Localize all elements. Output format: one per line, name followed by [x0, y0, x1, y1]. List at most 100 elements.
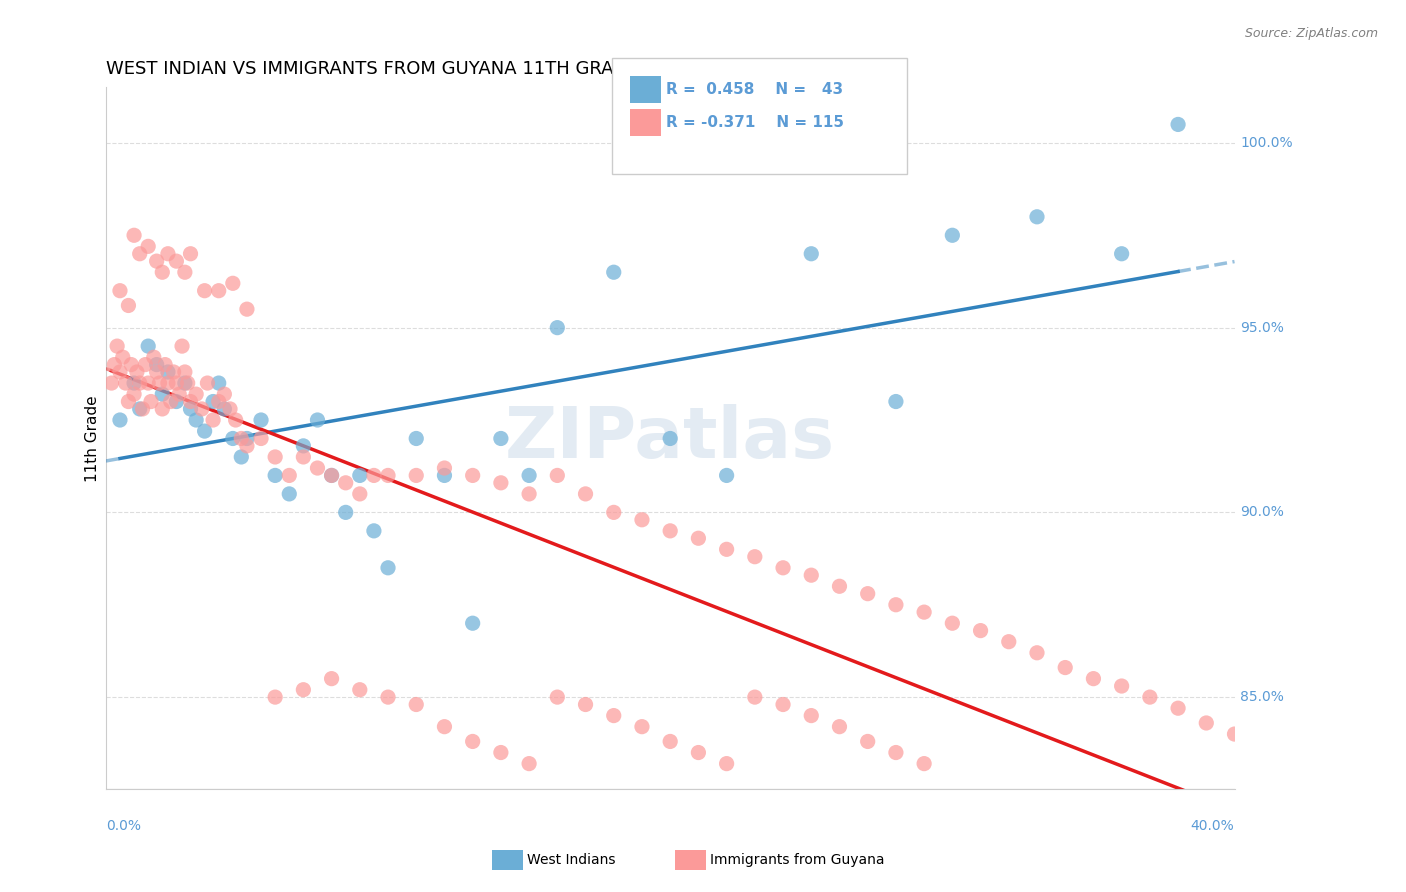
Point — [349, 682, 371, 697]
Point — [117, 298, 139, 312]
Point — [162, 365, 184, 379]
Point — [603, 505, 626, 519]
Point — [108, 365, 131, 379]
Point — [128, 401, 150, 416]
Point — [349, 487, 371, 501]
Point — [250, 413, 273, 427]
Point — [142, 350, 165, 364]
Point — [194, 424, 217, 438]
Point — [208, 376, 231, 390]
Point — [321, 468, 343, 483]
Text: WEST INDIAN VS IMMIGRANTS FROM GUYANA 11TH GRADE CORRELATION CHART: WEST INDIAN VS IMMIGRANTS FROM GUYANA 11… — [105, 60, 839, 78]
Point — [1111, 246, 1133, 260]
Text: 40.0%: 40.0% — [1191, 819, 1234, 833]
Point — [489, 746, 512, 760]
Point — [186, 387, 208, 401]
Point — [202, 394, 225, 409]
Point — [214, 387, 236, 401]
Y-axis label: 11th Grade: 11th Grade — [86, 395, 100, 482]
Text: 95.0%: 95.0% — [1240, 320, 1284, 334]
Point — [179, 401, 201, 416]
Point — [108, 413, 131, 427]
Point — [128, 246, 150, 260]
Point — [136, 376, 159, 390]
Point — [603, 708, 626, 723]
Point — [349, 468, 371, 483]
Point — [603, 265, 626, 279]
Point — [264, 450, 287, 464]
Point — [197, 376, 219, 390]
Point — [150, 387, 173, 401]
Point — [278, 487, 301, 501]
Point — [744, 690, 766, 705]
Point — [222, 432, 245, 446]
Text: West Indians: West Indians — [527, 853, 616, 867]
Point — [800, 708, 823, 723]
Point — [433, 468, 456, 483]
Point — [884, 598, 907, 612]
Point — [517, 487, 540, 501]
Point — [231, 432, 253, 446]
Point — [114, 376, 136, 390]
Point — [884, 746, 907, 760]
Point — [546, 320, 568, 334]
Point — [292, 450, 315, 464]
Point — [800, 568, 823, 582]
Point — [156, 246, 179, 260]
Point — [139, 394, 162, 409]
Point — [111, 350, 134, 364]
Point — [377, 468, 399, 483]
Point — [912, 756, 935, 771]
Point — [574, 698, 596, 712]
Point — [574, 487, 596, 501]
Point — [179, 246, 201, 260]
Point — [108, 284, 131, 298]
Point — [1167, 118, 1189, 132]
Point — [517, 468, 540, 483]
Point — [125, 365, 148, 379]
Point — [120, 358, 142, 372]
Point — [136, 339, 159, 353]
Text: 100.0%: 100.0% — [1240, 136, 1292, 150]
Point — [156, 376, 179, 390]
Text: 90.0%: 90.0% — [1240, 506, 1284, 519]
Point — [131, 401, 153, 416]
Point — [236, 439, 259, 453]
Point — [828, 579, 851, 593]
Point — [103, 358, 125, 372]
Point — [828, 720, 851, 734]
Point — [716, 542, 738, 557]
Point — [377, 690, 399, 705]
Point — [264, 468, 287, 483]
Point — [128, 376, 150, 390]
Point — [122, 376, 145, 390]
Point — [179, 394, 201, 409]
Point — [173, 365, 195, 379]
Point — [856, 587, 879, 601]
Point — [1026, 646, 1049, 660]
Point — [100, 376, 122, 390]
Point — [461, 616, 484, 631]
Point — [377, 561, 399, 575]
Point — [159, 394, 181, 409]
Point — [631, 513, 654, 527]
Point — [321, 468, 343, 483]
Point — [278, 468, 301, 483]
Point — [363, 524, 385, 538]
Point — [307, 413, 329, 427]
Point — [145, 254, 167, 268]
Text: Source: ZipAtlas.com: Source: ZipAtlas.com — [1244, 27, 1378, 40]
Point — [165, 254, 187, 268]
Point — [145, 358, 167, 372]
Point — [165, 376, 187, 390]
Point — [405, 468, 427, 483]
Point — [1139, 690, 1161, 705]
Point — [517, 756, 540, 771]
Point — [659, 432, 682, 446]
Point — [546, 468, 568, 483]
Point — [170, 339, 193, 353]
Point — [489, 475, 512, 490]
Point — [156, 365, 179, 379]
Text: 85.0%: 85.0% — [1240, 690, 1284, 704]
Point — [150, 401, 173, 416]
